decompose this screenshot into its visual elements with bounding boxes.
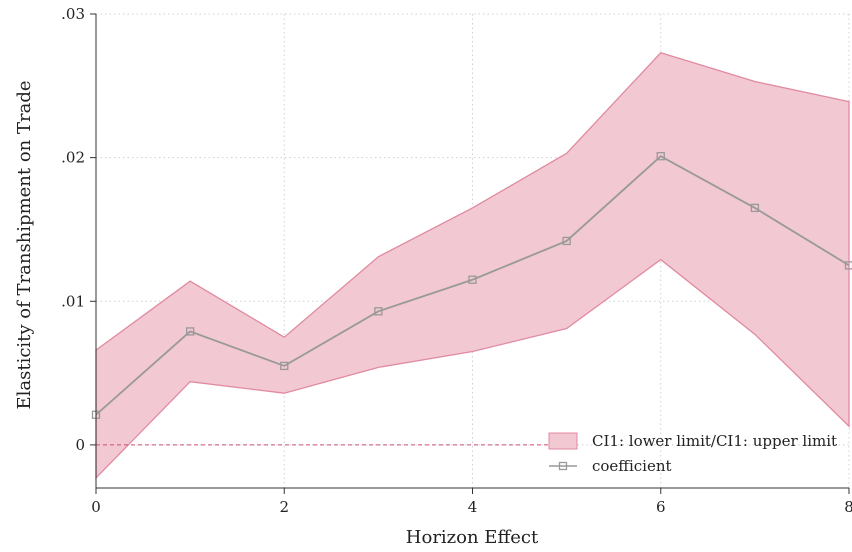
coefficient-line-layer xyxy=(91,152,852,419)
legend-band-swatch xyxy=(548,432,578,450)
legend-label-band: CI1: lower limit/CI1: upper limit xyxy=(592,432,837,450)
y-tick-label-2: .02 xyxy=(61,149,85,167)
coefficient-point-5 xyxy=(562,236,571,246)
legend-label-coefficient: coefficient xyxy=(592,457,672,475)
y-tick-label-0: 0 xyxy=(75,436,85,454)
x-tick-label-3: 6 xyxy=(656,498,666,516)
tick-labels: 0 2 4 6 8 0 .01 .02 .03 xyxy=(61,5,852,516)
x-tick-label-1: 2 xyxy=(279,498,289,516)
confidence-band-layer xyxy=(95,52,850,480)
coefficient-point-6 xyxy=(656,152,665,161)
coefficient-point-3 xyxy=(374,307,383,316)
x-tick-label-4: 8 xyxy=(844,498,852,516)
confidence-band xyxy=(95,52,850,480)
x-tick-label-2: 4 xyxy=(468,498,478,516)
x-axis-title: Horizon Effect xyxy=(406,527,539,548)
axes xyxy=(90,13,850,494)
coefficient-point-1 xyxy=(185,327,195,336)
y-tick-label-3: .03 xyxy=(61,5,85,23)
y-tick-label-1: .01 xyxy=(61,292,85,310)
coefficient-point-2 xyxy=(280,361,289,371)
coefficient-line xyxy=(95,155,850,416)
coefficient-point-7 xyxy=(750,203,760,213)
coefficient-point-4 xyxy=(468,275,477,284)
legend: CI1: lower limit/CI1: upper limit coeffi… xyxy=(548,432,837,475)
y-axis-title: Elasticity of Transhipment on Trade xyxy=(14,80,35,409)
coefficient-point-8 xyxy=(844,261,852,270)
x-tick-label-0: 0 xyxy=(91,498,101,516)
legend-line-marker xyxy=(558,461,568,471)
